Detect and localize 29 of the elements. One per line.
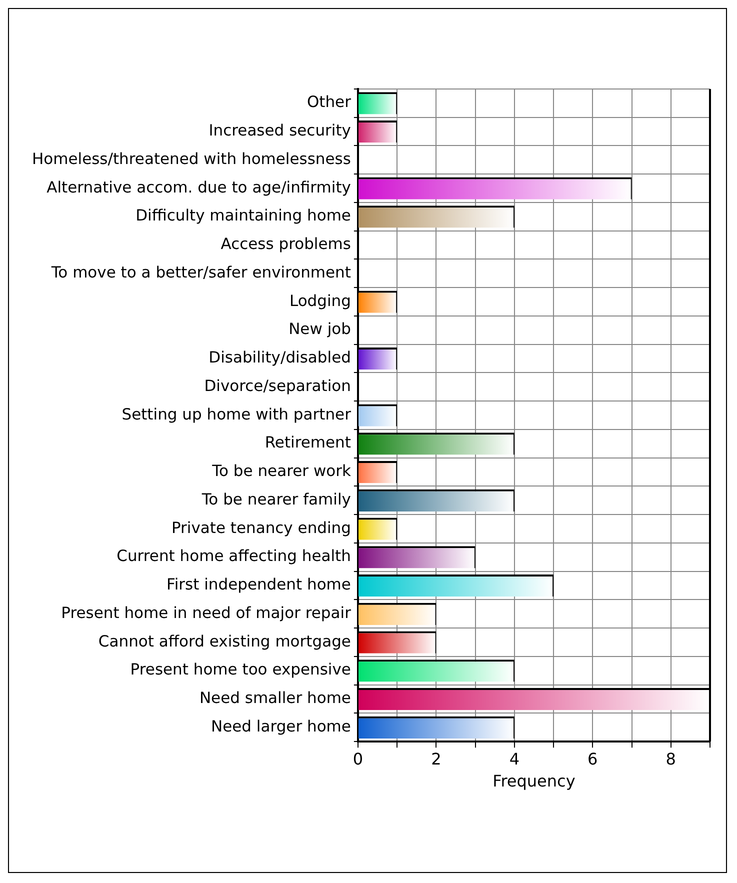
- y-tick-label: Homeless/threatened with homelessness: [32, 150, 351, 168]
- y-tick-label: Current home affecting health: [116, 547, 351, 566]
- y-tick-label: Cannot afford existing mortgage: [98, 632, 351, 650]
- x-axis-title: Frequency: [492, 772, 576, 791]
- y-tick-label: Need larger home: [210, 717, 351, 736]
- y-tick-label: Lodging: [289, 292, 351, 310]
- x-tick-label: 4: [509, 749, 520, 768]
- y-tick-label: First independent home: [166, 576, 351, 594]
- y-tick-label: Retirement: [264, 434, 351, 452]
- y-tick-label: To be nearer work: [211, 462, 351, 480]
- y-tick-label: Other: [306, 93, 352, 112]
- y-tick-label: Divorce/separation: [204, 376, 351, 395]
- y-tick-label: Increased security: [208, 122, 351, 140]
- y-tick-label: Setting up home with partner: [122, 405, 352, 424]
- y-tick-label: Present home too expensive: [130, 660, 351, 679]
- x-tick-label: 8: [666, 749, 676, 768]
- x-tick-label: 0: [352, 749, 364, 768]
- y-tick-label: New job: [288, 320, 351, 338]
- y-tick-label: To move to a better/safer environment: [50, 263, 351, 282]
- y-tick-label: Alternative accom. due to age/infirmity: [46, 178, 351, 196]
- y-tick-label: Difficulty maintaining home: [136, 206, 351, 225]
- x-tick-label: 6: [588, 749, 598, 768]
- y-tick-label: To be nearer family: [200, 490, 351, 508]
- y-tick-label: Private tenancy ending: [171, 518, 351, 537]
- y-tick-label: Access problems: [220, 235, 351, 254]
- y-tick-label: Need smaller home: [199, 689, 351, 708]
- y-tick-label: Disability/disabled: [208, 348, 351, 367]
- y-tick-label: Present home in need of major repair: [61, 604, 352, 622]
- x-tick-label: 2: [431, 749, 442, 768]
